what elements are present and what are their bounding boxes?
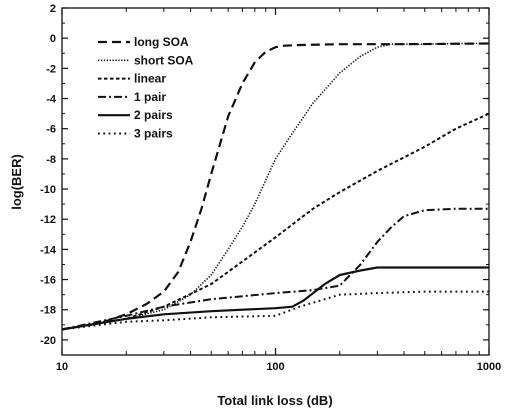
legend-label: short SOA [134, 53, 194, 67]
series-line-4 [61, 207, 489, 331]
y-axis-label: log(BER) [9, 154, 24, 210]
axis-ticks: 10 100 1000 2 0 -2 -4 -6 -8 -10 -12 -14 -16 -18 -20 [40, 3, 501, 373]
series-line-6 [61, 290, 489, 331]
series-line-1 [61, 42, 490, 331]
x-tick-label: 1000 [477, 361, 501, 373]
y-tick-label: -20 [40, 335, 56, 347]
y-tick-label: -6 [46, 124, 56, 136]
y-tick-label: -16 [40, 275, 56, 287]
series-line-3 [61, 112, 490, 331]
legend-label: 3 pairs [134, 127, 173, 141]
y-tick-label: 2 [50, 3, 56, 15]
y-tick-label: -8 [46, 154, 56, 166]
y-tick-label: -14 [40, 244, 57, 256]
y-tick-label: -4 [46, 94, 57, 106]
legend-label: long SOA [134, 35, 189, 49]
legend: long SOA short SOA linear 1 pair 2 pairs 3 pa… [98, 35, 194, 141]
series-line-5 [61, 266, 489, 331]
x-tick-label: 10 [56, 361, 68, 373]
series-line-2 [61, 42, 489, 331]
legend-label: 2 pairs [134, 108, 173, 122]
y-tick-label: -18 [40, 305, 56, 317]
x-tick-label: 100 [266, 361, 284, 373]
y-tick-label: -12 [40, 214, 56, 226]
y-tick-label: -2 [46, 63, 56, 75]
y-tick-label: 0 [50, 33, 56, 45]
series-lines [61, 42, 490, 331]
legend-label: 1 pair [134, 90, 166, 104]
plot-frame [61, 7, 490, 356]
y-tick-label: -10 [40, 184, 56, 196]
x-axis-label: Total link loss (dB) [217, 393, 332, 408]
legend-label: linear [134, 72, 166, 86]
